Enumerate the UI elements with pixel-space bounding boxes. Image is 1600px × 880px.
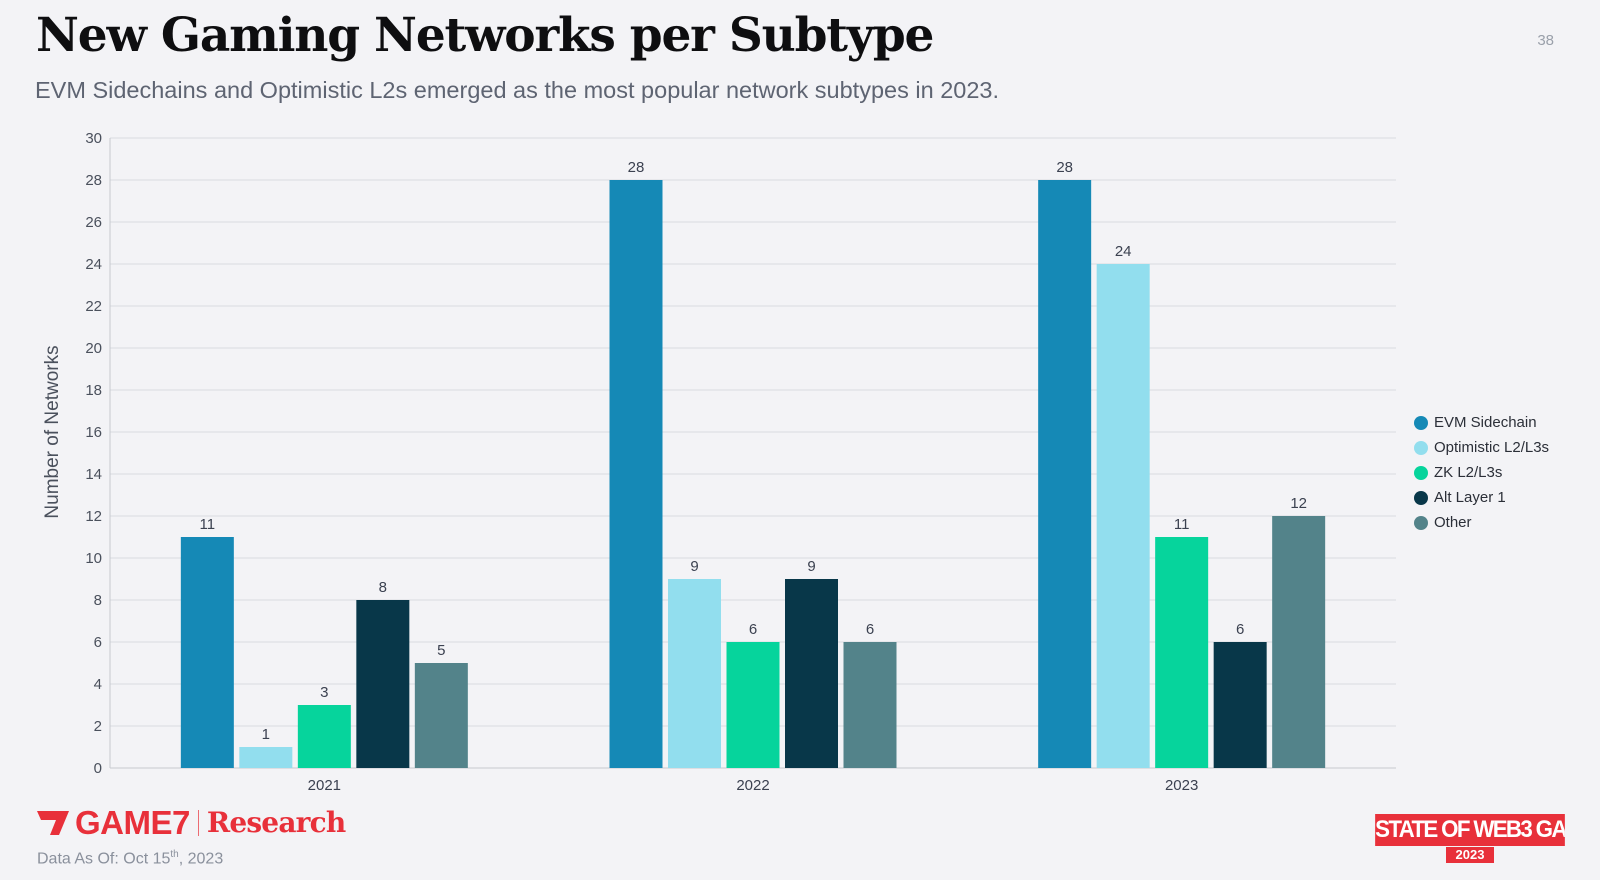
data-as-of-date: Data As Of: Oct 15 [37,850,171,868]
game7-research-logo: GAME7 Research [37,804,346,841]
legend-label: EVM Sidechain [1434,414,1537,431]
bar-2022-optimistic-l2-l3s [668,579,721,768]
y-tick-label: 2 [94,718,102,735]
data-label: 3 [320,684,328,701]
logo-divider [197,809,199,836]
data-label: 8 [379,579,387,596]
bar-2021-optimistic-l2-l3s [239,747,293,768]
data-label: 6 [749,621,757,638]
data-label: 9 [690,558,698,575]
page-number: 38 [1537,32,1554,49]
legend-item: EVM Sidechain [1414,410,1549,435]
data-label: 24 [1115,243,1132,260]
data-label: 6 [1236,621,1244,638]
state-of-web3-gaming-badge: STATE OF WEB3 GAMING 2023 [1368,814,1572,863]
y-tick-label: 18 [85,382,102,399]
chart-legend: EVM Sidechain Optimistic L2/L3s ZK L2/L3s A… [1414,410,1549,535]
data-label: 12 [1290,495,1307,512]
data-as-of-ordinal: th [170,849,179,860]
x-axis-ticks: 2021 2022 2023 [308,777,1199,794]
bar-2023-optimistic-l2-l3s [1096,264,1150,768]
data-label: 28 [628,159,645,176]
legend-item: ZK L2/L3s [1414,460,1549,485]
bar-2022-alt-layer-1 [785,579,838,768]
data-label: 5 [437,642,445,659]
bar-2022-other [843,642,897,768]
data-as-of-year: , 2023 [178,850,224,868]
y-tick-label: 22 [85,298,102,315]
x-tick-label: 2022 [736,777,769,794]
game7-logo-icon [37,810,69,835]
bar-2021-zk-l2-l3s [297,705,351,768]
legend-label: Alt Layer 1 [1434,489,1506,506]
y-tick-label: 0 [94,760,102,777]
bar-2023-alt-layer-1 [1213,642,1267,768]
data-label: 28 [1056,159,1073,176]
y-tick-label: 28 [85,172,102,189]
bar-2021-evm-sidechain [180,537,234,768]
legend-item: Optimistic L2/L3s [1414,435,1549,460]
y-tick-label: 10 [85,550,102,567]
legend-label: ZK L2/L3s [1434,464,1503,481]
brand-name: GAME7 [75,804,190,841]
data-label: 1 [262,726,270,743]
legend-label: Optimistic L2/L3s [1434,439,1550,456]
data-label: 6 [866,621,874,638]
x-tick-label: 2021 [308,777,341,794]
bar-2023-other [1272,516,1326,768]
x-tick-label: 2023 [1165,777,1198,794]
bar-2023-zk-l2-l3s [1155,537,1209,768]
data-label: 11 [200,516,216,533]
legend-swatch [1414,490,1428,505]
legend-item: Other [1414,510,1549,535]
y-tick-label: 12 [85,508,102,525]
page-subtitle: EVM Sidechains and Optimistic L2s emerge… [35,77,1000,103]
y-tick-label: 14 [85,466,102,483]
legend-swatch [1414,440,1428,455]
data-label: 9 [807,558,815,575]
legend-item: Alt Layer 1 [1414,485,1549,510]
bar-2021-other [414,663,468,768]
y-tick-label: 24 [85,256,102,273]
y-tick-label: 8 [94,592,102,609]
y-tick-label: 4 [94,676,102,693]
page-title: New Gaming Networks per Subtype [36,8,934,63]
legend-swatch [1414,515,1428,530]
y-tick-label: 30 [85,130,102,147]
y-axis-label: Number of Networks [42,345,63,518]
bar-2021-alt-layer-1 [356,600,410,768]
badge-year: 2023 [1445,847,1495,863]
data-label: 11 [1174,516,1190,533]
legend-label: Other [1434,514,1472,531]
legend-swatch [1414,415,1428,430]
brand-division: Research [206,805,346,839]
y-tick-label: 26 [85,214,102,231]
y-tick-label: 20 [85,340,102,357]
bar-2023-evm-sidechain [1038,180,1092,768]
y-tick-label: 6 [94,634,102,651]
chart-bars [180,180,1326,768]
data-as-of: Data As Of: Oct 15th, 2023 [37,849,223,868]
y-tick-label: 16 [85,424,102,441]
badge-text: STATE OF WEB3 GAMING [1375,814,1565,846]
legend-swatch [1414,465,1428,480]
bar-2022-evm-sidechain [609,180,663,768]
bar-2022-zk-l2-l3s [726,642,780,768]
